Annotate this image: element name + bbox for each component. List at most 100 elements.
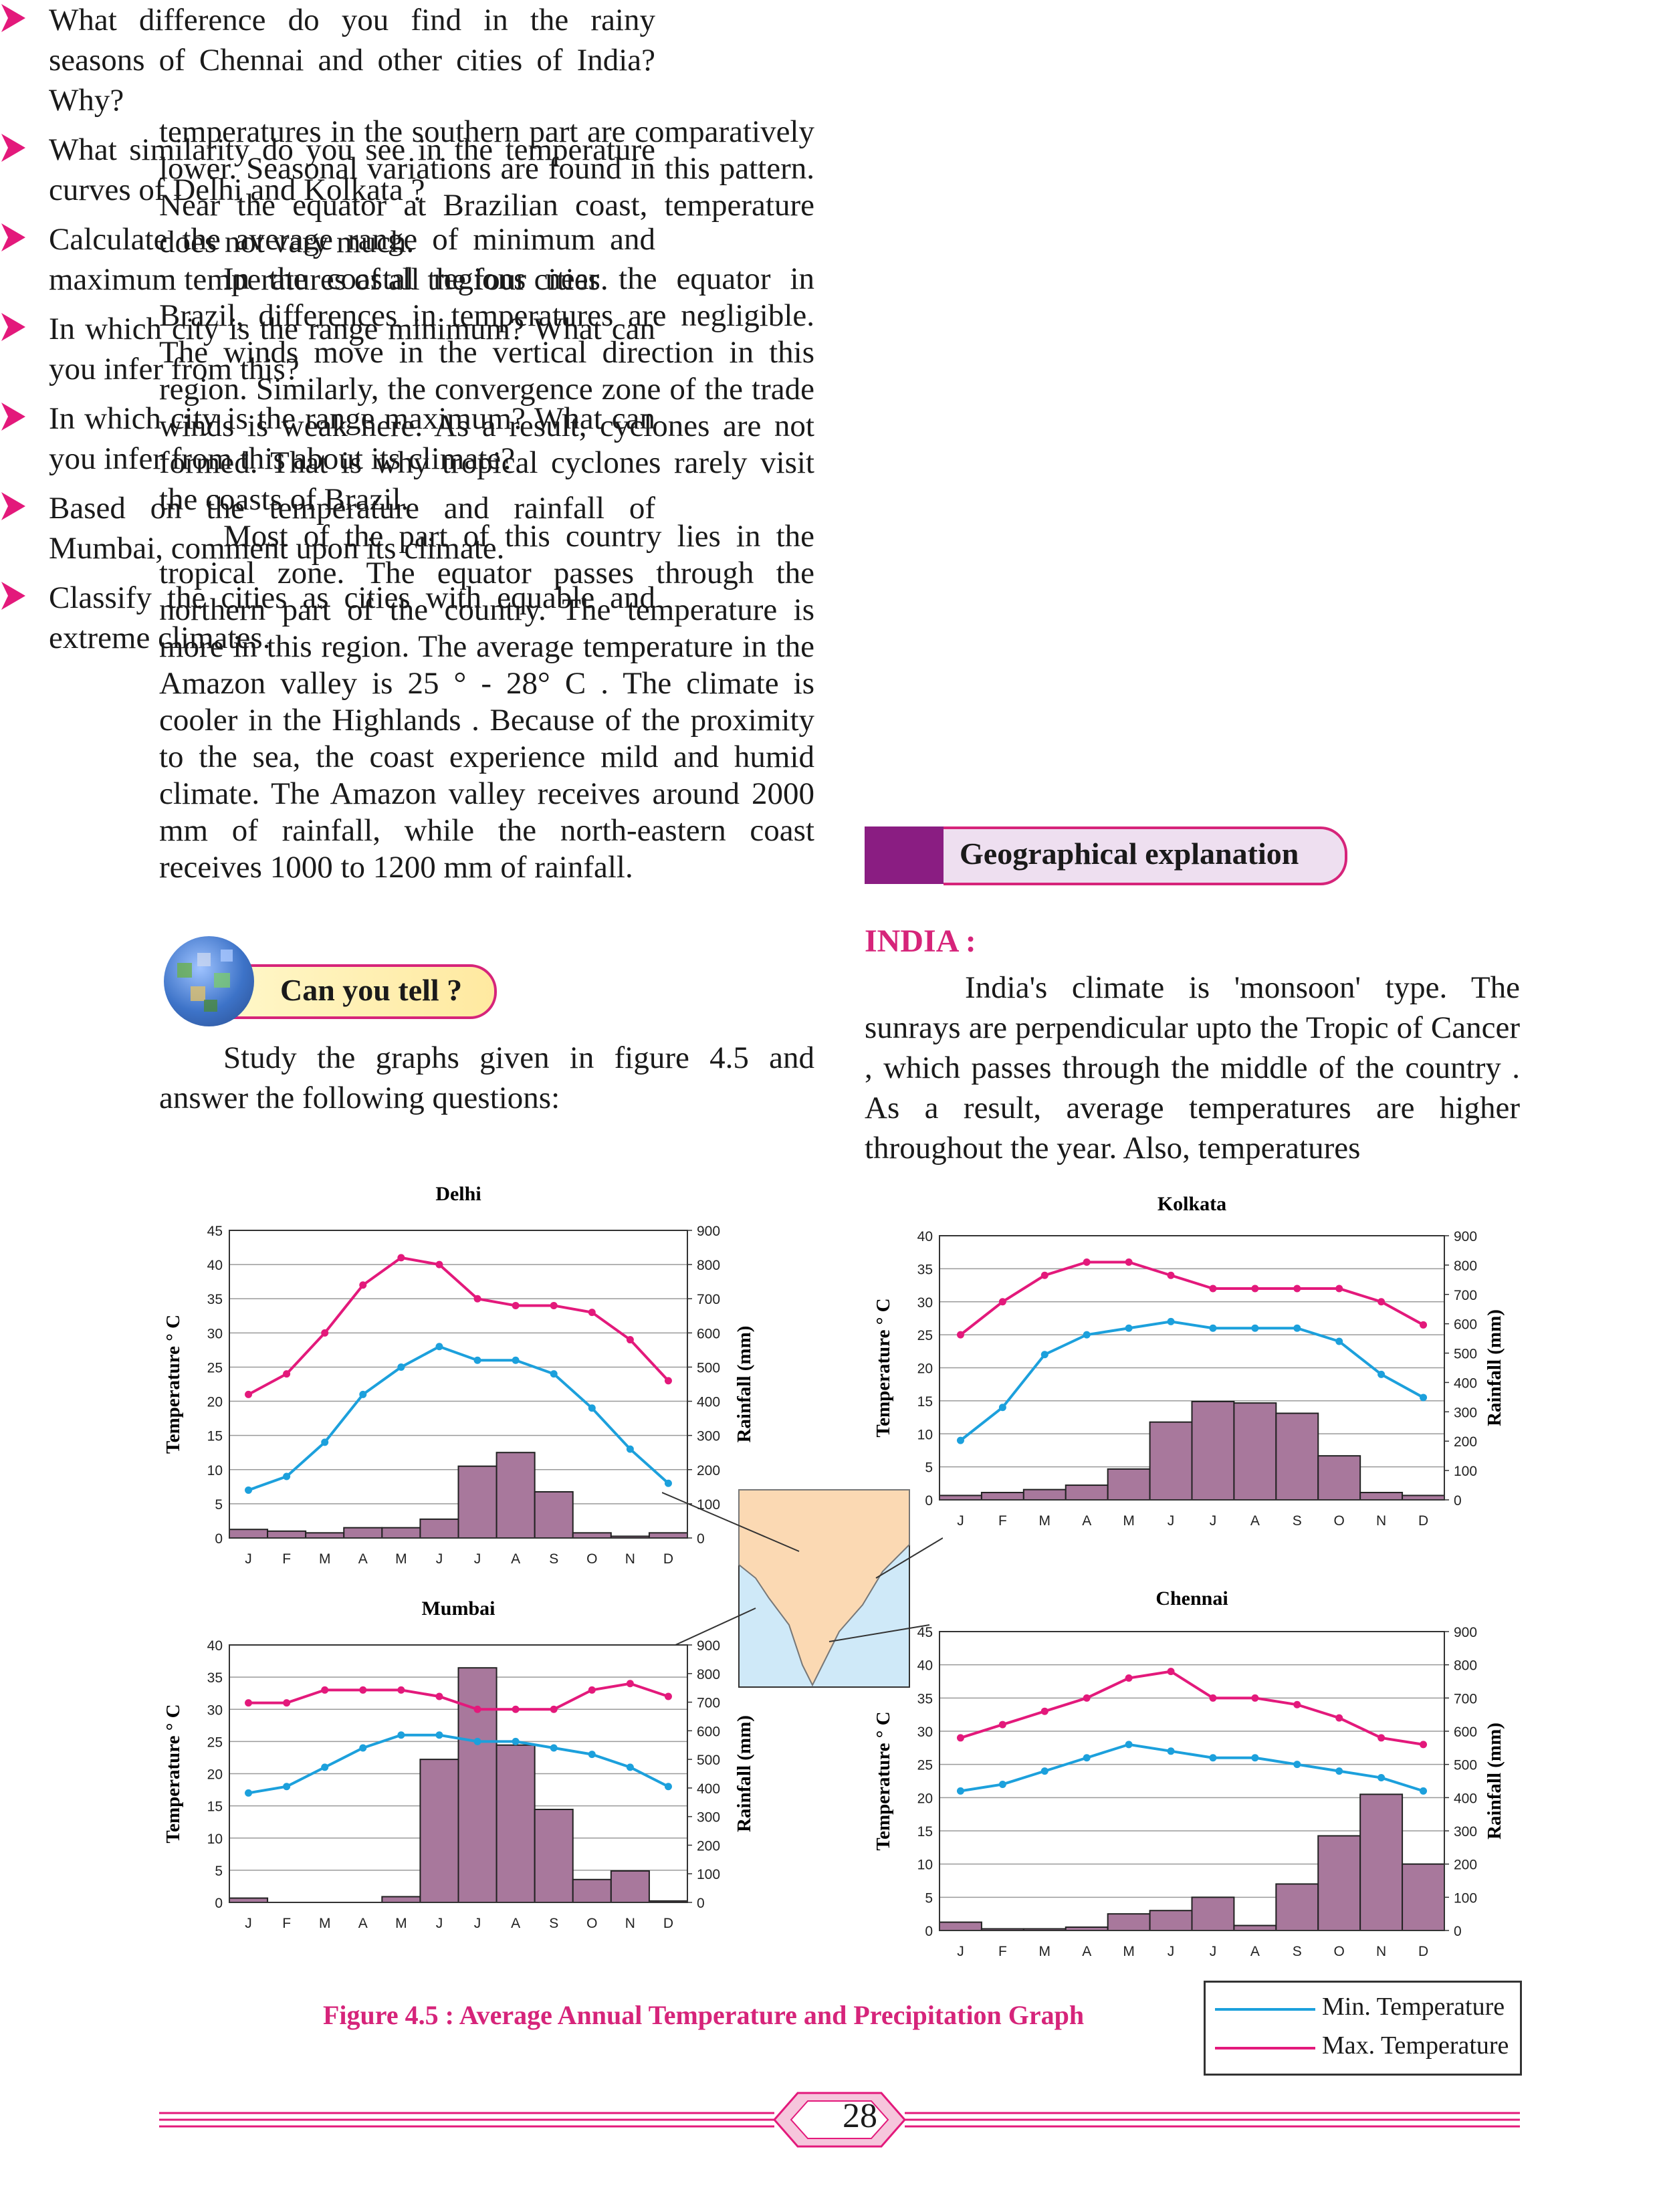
chennai-chart: Chennai 0 5 10 15 20 25 30 35 40 45 0 100 200 300 400 50…	[869, 1585, 1511, 1976]
question-item: What similarity do you see in the temper…	[0, 130, 655, 210]
mumbai-chart: Mumbai 0 5 10 15 20 25 30 35 40 0 100 200 300 400 500 60…	[159, 1595, 761, 1946]
temp-tick-label: 10	[207, 1463, 223, 1478]
month-label: J	[1210, 1513, 1217, 1529]
rain-tick-label: 600	[697, 1326, 720, 1341]
banner-label: Geographical explanation	[960, 837, 1299, 871]
max-temp-point	[1209, 1694, 1217, 1702]
max-temp-line	[960, 1260, 1424, 1336]
question-text: In which city is the range minimum? What…	[49, 312, 655, 386]
temp-axis-label: Temperature ° C	[162, 1704, 184, 1843]
max-temp-point	[998, 1721, 1006, 1729]
month-label: A	[358, 1916, 368, 1931]
rain-tick-label: 300	[697, 1810, 720, 1826]
min-temp-point	[435, 1343, 443, 1351]
min-temp-line	[247, 1345, 669, 1492]
chart-legend: Min. Temperature Max. Temperature	[1204, 1981, 1522, 2076]
figure-caption: Figure 4.5 : Average Annual Temperature …	[323, 2000, 1085, 2030]
min-temp-point	[626, 1763, 634, 1771]
max-temp-point	[1083, 1258, 1091, 1266]
plot-frame	[229, 1230, 688, 1539]
min-temp-point	[1335, 1337, 1343, 1345]
rainfall-bar	[980, 1492, 1024, 1501]
can-you-tell-pill: Can you tell ?	[227, 964, 497, 1019]
rainfall-bar	[419, 1759, 459, 1903]
rain-tick-label: 300	[1454, 1824, 1477, 1840]
question-item: Based on the temperature and rainfall of…	[0, 488, 655, 568]
min-temp-point	[664, 1479, 672, 1487]
rain-tick-label: 700	[1454, 1691, 1477, 1706]
max-temp-point	[1251, 1285, 1259, 1293]
question-item: In which city is the range maximum? What…	[0, 399, 655, 479]
max-temp-point	[1167, 1668, 1175, 1676]
max-temp-point	[664, 1377, 672, 1385]
rain-tick-label: 400	[1454, 1791, 1477, 1806]
legend-max-line	[1215, 2047, 1315, 2050]
max-temp-point	[435, 1260, 443, 1268]
temp-tick-label: 0	[925, 1493, 933, 1509]
min-temp-point	[473, 1737, 481, 1745]
temp-axis-label: Temperature ° C	[873, 1298, 894, 1437]
rainfall-bar	[1065, 1484, 1109, 1501]
min-temp-point	[283, 1783, 291, 1791]
month-label: N	[1376, 1944, 1386, 1959]
min-temp-point	[1377, 1774, 1386, 1782]
arrow-bullet-icon	[1, 313, 25, 341]
month-label: F	[998, 1944, 1007, 1959]
month-label: A	[511, 1551, 520, 1567]
delhi-chart: Delhi 0 5 10 15 20 25 30 35 40 45 0 100 200 300 400 500 6…	[159, 1180, 761, 1578]
rainfall-bar	[267, 1530, 307, 1539]
month-label: J	[957, 1944, 964, 1959]
max-temp-point	[1377, 1734, 1386, 1742]
plot-frame	[229, 1644, 688, 1903]
legend-min-line	[1215, 2008, 1315, 2011]
temp-tick-label: 25	[207, 1735, 223, 1750]
chart-title: Chennai	[1155, 1587, 1228, 1610]
rainfall-bar	[1233, 1402, 1277, 1501]
can-you-tell-banner: Can you tell ?	[164, 936, 498, 1030]
month-label: J	[957, 1513, 964, 1529]
temp-tick-label: 40	[207, 1258, 223, 1273]
chart-svg: Delhi 0 5 10 15 20 25 30 35 40 45 0 100 200 300 400 500 6…	[162, 1183, 755, 1567]
rain-tick-label: 300	[697, 1429, 720, 1444]
rain-tick-label: 300	[1454, 1405, 1477, 1420]
temp-tick-label: 25	[917, 1328, 933, 1343]
question-item: Classify the cities as cities with equab…	[0, 578, 655, 658]
min-temp-point	[435, 1731, 443, 1739]
month-label: J	[1210, 1944, 1217, 1959]
rainfall-bar	[1275, 1883, 1319, 1932]
min-temp-point	[998, 1780, 1006, 1788]
left-column-text: temperatures in the southern part are co…	[159, 114, 814, 886]
min-temp-point	[588, 1751, 596, 1759]
rainfall-bar	[610, 1870, 650, 1904]
question-text: What similarity do you see in the temper…	[49, 132, 655, 207]
month-label: F	[282, 1916, 291, 1931]
globe-icon	[164, 936, 254, 1026]
month-label: N	[625, 1551, 635, 1567]
max-temp-point	[1209, 1285, 1217, 1293]
legend-max-label: Max. Temperature	[1322, 2031, 1509, 2060]
month-label: A	[1082, 1944, 1091, 1959]
rain-tick-label: 100	[1454, 1890, 1477, 1906]
rain-tick-label: 700	[697, 1292, 720, 1307]
temp-tick-label: 20	[207, 1395, 223, 1410]
max-temp-point	[283, 1699, 291, 1707]
rain-tick-label: 0	[697, 1896, 705, 1911]
min-temp-point	[512, 1737, 520, 1745]
temp-tick-label: 30	[207, 1702, 223, 1718]
rainfall-bar	[419, 1518, 459, 1539]
max-temp-point	[245, 1699, 253, 1707]
rainfall-bar	[939, 1921, 982, 1932]
rain-tick-label: 900	[697, 1638, 720, 1654]
min-temp-point	[550, 1744, 558, 1752]
min-temp-point	[1420, 1394, 1428, 1402]
question-item: Calculate the average range of minimum a…	[0, 219, 655, 300]
min-temp-point	[588, 1404, 596, 1412]
max-temp-point	[512, 1705, 520, 1713]
rainfall-bar	[1275, 1412, 1319, 1501]
min-temp-point	[1293, 1324, 1301, 1332]
rainfall-bar	[495, 1744, 536, 1903]
arrow-bullet-icon	[1, 4, 25, 32]
page-footer-ornament	[159, 2092, 1520, 2148]
banner-pill: Geographical explanation	[944, 826, 1347, 885]
geographical-explanation-banner: Geographical explanation	[865, 826, 1353, 885]
